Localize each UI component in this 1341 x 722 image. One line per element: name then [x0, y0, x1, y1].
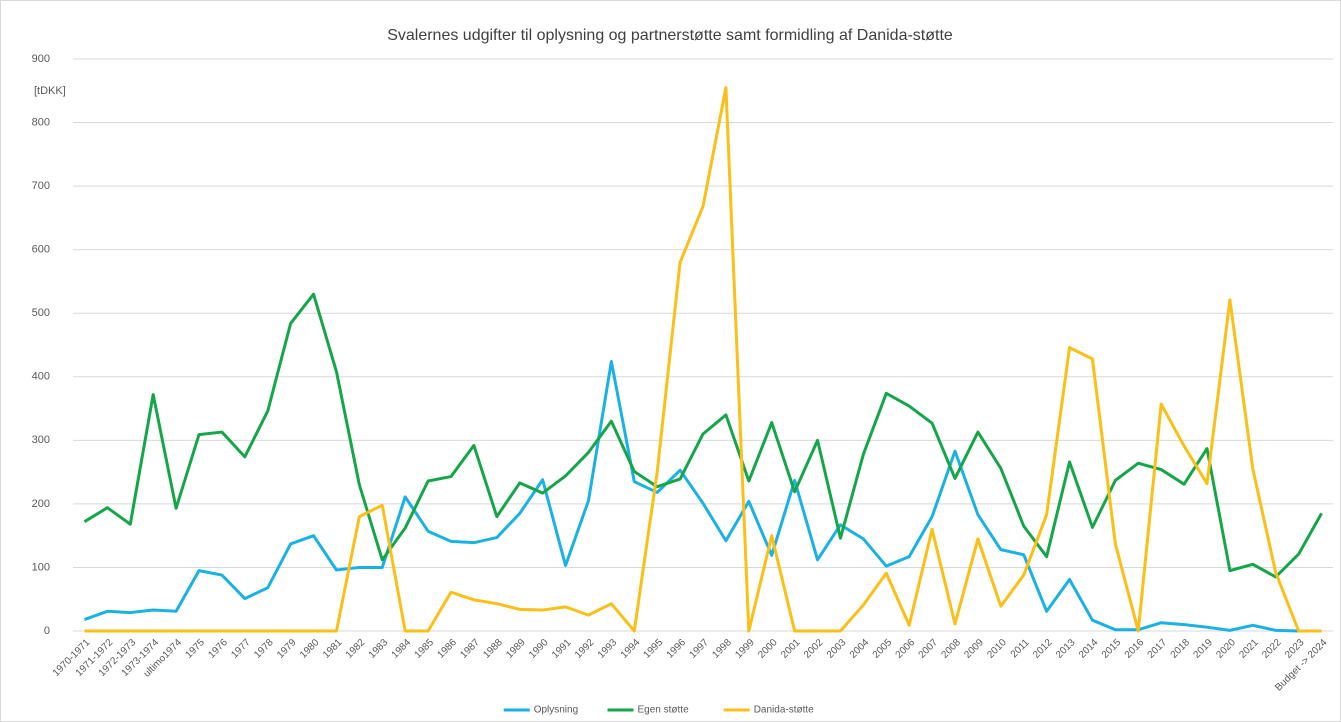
y-tick-label: 100 [32, 561, 50, 573]
y-tick-label: 800 [32, 116, 50, 128]
chart-title: Svalernes udgifter til oplysning og part… [387, 27, 953, 44]
y-tick-label: 400 [32, 371, 50, 383]
y-unit-label: [tDKK] [34, 85, 66, 97]
legend-label: Danida-støtte [754, 705, 814, 716]
legend-label: Oplysning [534, 705, 578, 716]
y-tick-label: 300 [32, 434, 50, 446]
y-tick-label: 500 [32, 307, 50, 319]
series-line [83, 292, 1323, 579]
series-line [84, 86, 1322, 633]
y-tick-label: 900 [32, 53, 50, 65]
y-tick-label: 600 [32, 244, 50, 256]
y-tick-label: 200 [32, 498, 50, 510]
legend-label: Egen støtte [638, 705, 690, 716]
y-tick-label: 0 [44, 625, 50, 637]
y-tick-label: 700 [32, 180, 50, 192]
series-line [83, 360, 1322, 633]
